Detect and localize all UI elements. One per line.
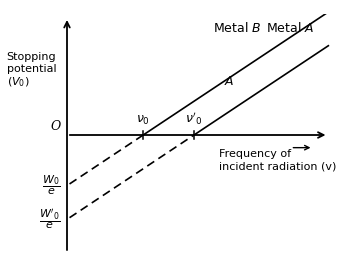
Text: $\nu_0$: $\nu_0$ (136, 114, 150, 127)
Text: O: O (51, 120, 61, 133)
Text: Frequency of: Frequency of (219, 149, 291, 159)
Text: $A$: $A$ (225, 75, 235, 88)
Text: Metal $A$: Metal $A$ (266, 21, 315, 35)
Text: $\nu'_0$: $\nu'_0$ (185, 111, 203, 127)
Text: Stopping
potential
$(V_0)$: Stopping potential $(V_0)$ (7, 52, 56, 89)
Text: $\dfrac{W'_0}{e}$: $\dfrac{W'_0}{e}$ (39, 207, 61, 231)
Text: incident radiation (v): incident radiation (v) (219, 161, 337, 171)
Text: $\dfrac{W_0}{e}$: $\dfrac{W_0}{e}$ (42, 174, 61, 197)
Text: Metal $B$: Metal $B$ (213, 21, 261, 35)
